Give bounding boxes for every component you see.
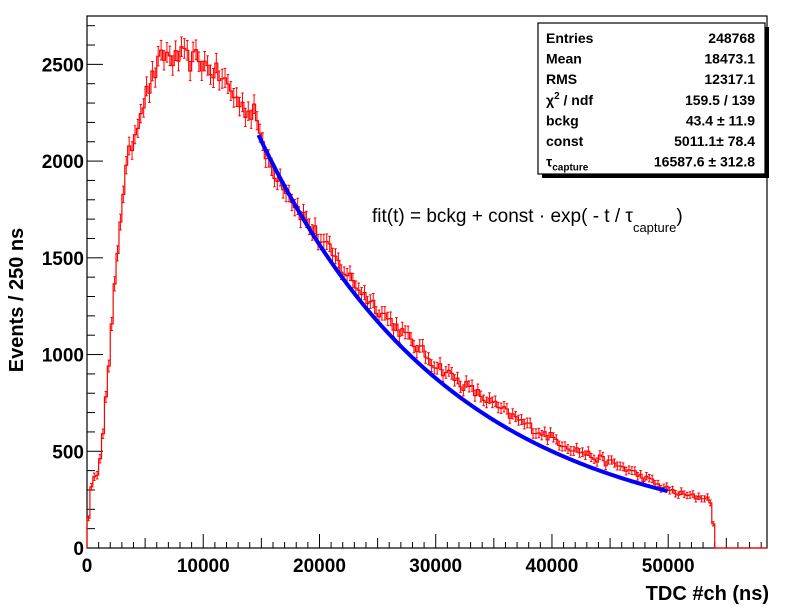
x-tick-label: 50000 bbox=[642, 556, 695, 577]
x-tick-label: 10000 bbox=[177, 556, 230, 577]
stats-row-label: bckg bbox=[546, 112, 579, 128]
y-tick-label: 1500 bbox=[42, 249, 84, 270]
stats-row-value: 18473.1 bbox=[704, 51, 755, 67]
fit-formula: fit(t) = bckg + const · exp( - t / τcapt… bbox=[372, 206, 683, 235]
x-tick-label: 20000 bbox=[293, 556, 346, 577]
stats-row-value: 43.4 ± 11.9 bbox=[686, 112, 755, 128]
y-tick-label: 2500 bbox=[42, 55, 84, 76]
x-axis-title: TDC #ch (ns) bbox=[646, 583, 769, 605]
stats-row-value: 16587.6 ± 312.8 bbox=[654, 154, 755, 170]
stats-row-value: 12317.1 bbox=[704, 71, 755, 87]
y-tick-label: 2000 bbox=[42, 152, 84, 173]
stats-row-label: Entries bbox=[546, 30, 594, 46]
stats-row-value: 159.5 / 139 bbox=[685, 92, 755, 108]
fit-curve bbox=[256, 134, 669, 494]
y-tick-label: 1000 bbox=[42, 346, 84, 367]
stats-row-label: χ2 / ndf bbox=[546, 91, 593, 108]
plot-frame bbox=[86, 15, 768, 549]
x-tick-label: 40000 bbox=[526, 556, 579, 577]
axis-ticks bbox=[86, 25, 762, 549]
tick-labels: 0 10000 20000 30000 40000 50000 0 500 1000 1500 20… bbox=[42, 55, 695, 577]
x-tick-label: 30000 bbox=[409, 556, 462, 577]
stats-row-label: const bbox=[546, 133, 584, 149]
fit-curve-layer bbox=[256, 134, 669, 494]
histogram-outline bbox=[86, 46, 767, 549]
y-axis-title: Events / 250 ns bbox=[6, 228, 28, 373]
stats-box: Entries 248768 Mean 18473.1 RMS 12317.1 χ2 / n… bbox=[537, 22, 769, 178]
stats-rows: Entries 248768 Mean 18473.1 RMS 12317.1 χ2 / n… bbox=[546, 30, 755, 174]
stats-box-frame bbox=[537, 22, 766, 175]
y-tick-label: 0 bbox=[73, 539, 84, 560]
x-tick-label: 0 bbox=[82, 556, 93, 577]
stats-row-value: 5011.1± 78.4 bbox=[674, 133, 755, 149]
stats-row-label: Mean bbox=[546, 51, 582, 67]
y-tick-label: 500 bbox=[52, 442, 84, 463]
stats-row-value: 248768 bbox=[708, 30, 755, 46]
stats-row-label: RMS bbox=[546, 71, 577, 87]
stats-row-label: τcapture bbox=[546, 154, 589, 174]
